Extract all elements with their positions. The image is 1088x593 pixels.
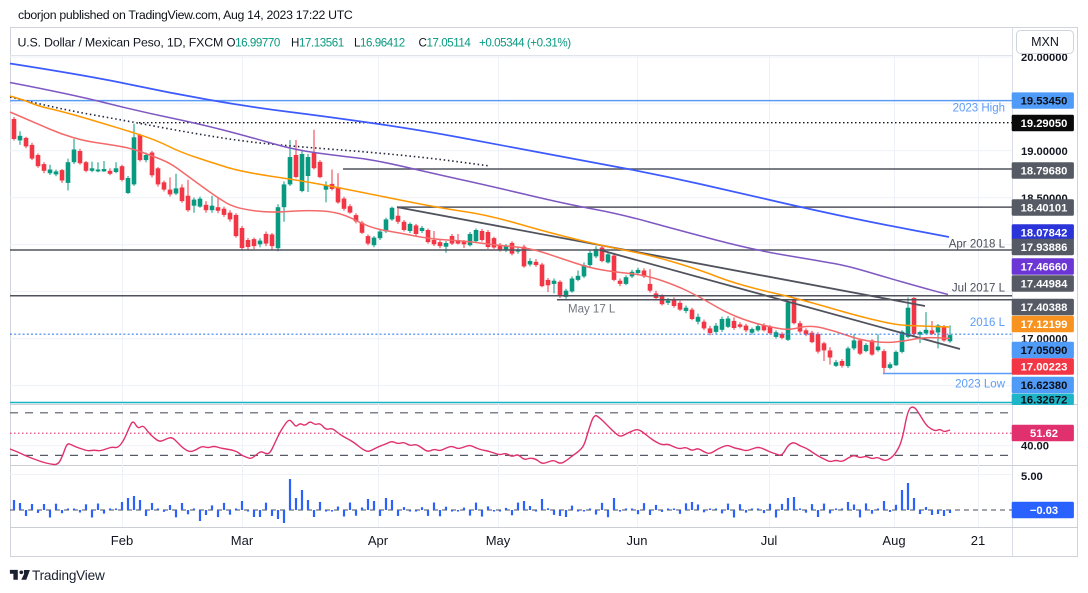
svg-text:18.79680: 18.79680 xyxy=(1021,166,1068,178)
svg-text:2023 High: 2023 High xyxy=(953,103,1005,115)
svg-text:Apr 2018 L: Apr 2018 L xyxy=(949,239,1006,251)
svg-text:18.07842: 18.07842 xyxy=(1021,228,1068,240)
svg-text:20.00000: 20.00000 xyxy=(1021,52,1068,64)
svg-text:17.46660: 17.46660 xyxy=(1021,262,1068,274)
svg-text:5.00: 5.00 xyxy=(1021,471,1043,483)
svg-text:C17.05114: C17.05114 xyxy=(419,37,472,50)
svg-text:21: 21 xyxy=(971,533,985,548)
svg-text:U.S. Dollar / Mexican Peso, 1D: U.S. Dollar / Mexican Peso, 1D, FXCM xyxy=(18,36,224,50)
svg-text:19.29050: 19.29050 xyxy=(1021,118,1068,130)
svg-text:Jul 2017 L: Jul 2017 L xyxy=(952,283,1006,295)
svg-text:17.40388: 17.40388 xyxy=(1021,302,1068,314)
svg-text:17.93886: 17.93886 xyxy=(1021,242,1068,254)
svg-text:+0.05344 (+0.31%): +0.05344 (+0.31%) xyxy=(479,37,571,50)
svg-text:Feb: Feb xyxy=(111,533,133,548)
svg-text:19.53450: 19.53450 xyxy=(1021,96,1068,108)
svg-text:Jul: Jul xyxy=(761,533,778,548)
svg-text:40.00: 40.00 xyxy=(1021,441,1049,453)
svg-text:17.05090: 17.05090 xyxy=(1021,345,1068,357)
svg-text:H17.13561: H17.13561 xyxy=(291,37,344,50)
svg-text:L16.96412: L16.96412 xyxy=(354,37,405,50)
svg-text:2016 L: 2016 L xyxy=(970,317,1006,329)
svg-text:Aug: Aug xyxy=(882,533,905,548)
svg-text:O16.99770: O16.99770 xyxy=(227,37,280,50)
svg-text:19.00000: 19.00000 xyxy=(1021,146,1068,158)
svg-text:17.12199: 17.12199 xyxy=(1021,319,1068,331)
svg-text:17.44984: 17.44984 xyxy=(1021,279,1068,291)
svg-text:16.62380: 16.62380 xyxy=(1021,380,1068,392)
svg-text:16.32672: 16.32672 xyxy=(1021,395,1068,407)
svg-text:Mar: Mar xyxy=(231,533,254,548)
svg-text:17.00223: 17.00223 xyxy=(1021,362,1068,374)
svg-text:51.62: 51.62 xyxy=(1030,428,1058,440)
svg-text:May: May xyxy=(486,533,511,548)
svg-text:TradingView: TradingView xyxy=(32,568,105,583)
svg-text:Jun: Jun xyxy=(627,533,648,548)
svg-text:2023 Low: 2023 Low xyxy=(955,379,1006,391)
svg-text:MXN: MXN xyxy=(1031,35,1059,49)
svg-text:May 17 L: May 17 L xyxy=(568,304,616,316)
svg-text:−0.03: −0.03 xyxy=(1030,505,1058,517)
svg-text:18.40101: 18.40101 xyxy=(1021,203,1068,215)
svg-text:cborjon published on TradingVi: cborjon published on TradingView.com, Au… xyxy=(18,8,353,22)
svg-text:Apr: Apr xyxy=(368,533,389,548)
